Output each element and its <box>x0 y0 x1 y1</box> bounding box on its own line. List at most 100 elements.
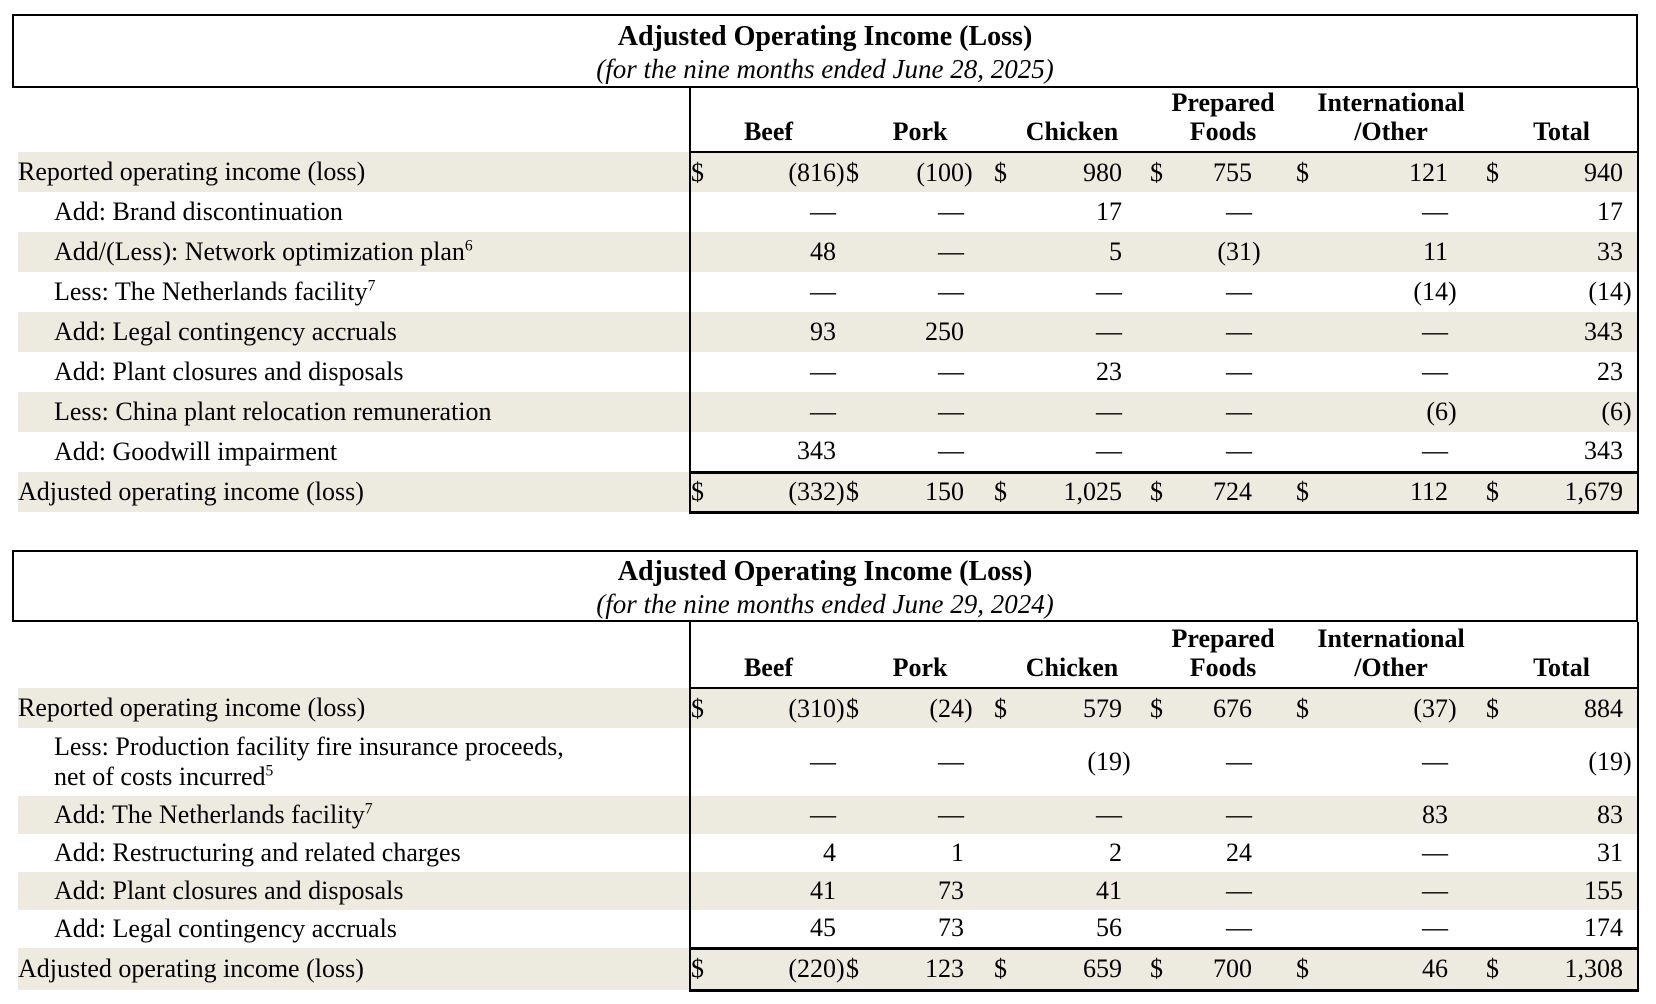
value-cell: — <box>1226 913 1253 943</box>
value-cell: — <box>938 277 965 306</box>
table-subtitle: (for the nine months ended June 28, 2025… <box>596 54 1054 84</box>
dollar-sign-cell <box>994 834 1034 872</box>
value-cell: (24) <box>886 688 995 728</box>
dollar-sign-cell: $ <box>1296 470 1337 514</box>
column-header-pork: Pork <box>846 88 995 153</box>
value-cell: — <box>1336 872 1487 910</box>
dollar-sign-cell: $ <box>1486 470 1527 514</box>
table-row: Reported operating income (loss) $ (816) $(… <box>18 152 1640 192</box>
dollar-sign-cell <box>994 352 1034 392</box>
adjusted-operating-income-table-2025: Adjusted Operating Income (Loss) (for th… <box>12 14 1640 514</box>
dollar-sign-cell <box>689 312 730 352</box>
value-cell: — <box>886 392 995 432</box>
dollar-sign-cell <box>689 432 730 472</box>
dollar-sign-cell <box>689 272 730 312</box>
value-cell: 343 <box>1526 432 1640 472</box>
value-cell: — <box>1034 796 1151 834</box>
value-cell: 33 <box>1526 232 1640 272</box>
dollar-sign-cell <box>846 312 886 352</box>
row-label: Reported operating income (loss) <box>18 152 690 192</box>
value-cell: 940 <box>1526 152 1640 192</box>
dollar-sign-cell <box>1150 352 1190 392</box>
value-cell: — <box>938 436 965 466</box>
dollar-sign-cell <box>1486 272 1526 312</box>
column-header-row: Beef Pork Chicken Prepared Foods Internationa… <box>18 622 1640 689</box>
table-row: Add: Legal contingency accruals 45 73 56 — — 1… <box>18 910 1640 948</box>
dollar-sign-cell <box>1150 796 1191 834</box>
value-cell: 45 <box>810 913 836 943</box>
value-cell: (816) <box>730 152 846 192</box>
dollar-sign-cell: $ <box>1150 688 1191 728</box>
value-cell: — <box>1226 197 1253 226</box>
dollar-sign-cell <box>994 796 1035 834</box>
value-cell: 343 <box>797 436 836 466</box>
dollar-sign-cell <box>1486 728 1526 796</box>
dollar-sign-cell <box>689 232 730 272</box>
dollar-sign-cell <box>1150 834 1190 872</box>
dollar-sign-cell <box>689 192 730 232</box>
dollar-sign-cell: $ <box>846 152 886 192</box>
table-title: Adjusted Operating Income (Loss) <box>617 21 1033 52</box>
value-cell: 83 <box>1336 796 1487 834</box>
value-cell: 980 <box>1034 152 1151 192</box>
value-cell: 46 <box>1336 946 1487 992</box>
dollar-sign-cell <box>1296 392 1337 432</box>
value-cell: 23 <box>1526 352 1640 392</box>
value-cell: (310) <box>730 688 846 728</box>
value-cell: 83 <box>1526 796 1640 834</box>
row-label: Add: The Netherlands facility7 <box>18 796 690 834</box>
value-cell: 155 <box>1526 872 1640 910</box>
column-header-beef: Beef <box>689 88 846 153</box>
dollar-sign-cell: $ <box>1486 946 1527 992</box>
value-cell: 150 <box>886 470 995 514</box>
dollar-sign-cell <box>994 392 1035 432</box>
dollar-sign-cell: $ <box>689 470 730 514</box>
value-cell: — <box>938 747 965 776</box>
value-cell: 93 <box>730 312 846 352</box>
dollar-sign-cell: $ <box>1150 470 1191 514</box>
value-cell: — <box>1190 312 1297 352</box>
dollar-sign-cell: $ <box>994 152 1035 192</box>
value-cell: 123 <box>886 946 995 992</box>
value-cell: 724 <box>1190 470 1297 514</box>
segment-results-table: Beef Pork Chicken Prepared Foods Internationa… <box>18 622 1640 992</box>
value-cell: 659 <box>1034 946 1151 992</box>
dollar-sign-cell <box>1296 910 1336 948</box>
dollar-sign-cell <box>846 432 886 472</box>
value-cell: — <box>810 277 836 306</box>
dollar-sign-cell <box>1296 796 1337 834</box>
value-cell: — <box>1226 277 1253 306</box>
value-cell: 676 <box>1190 688 1297 728</box>
value-cell: (14) <box>1526 272 1640 312</box>
row-label: Less: The Netherlands facility7 <box>54 277 376 306</box>
dollar-sign-cell: $ <box>689 946 730 992</box>
dollar-sign-cell: $ <box>1296 688 1337 728</box>
dollar-sign-cell <box>689 352 730 392</box>
value-cell: 2 <box>1109 838 1123 867</box>
table-subtitle: (for the nine months ended June 29, 2024… <box>596 589 1054 619</box>
value-cell: 700 <box>1190 946 1297 992</box>
value-cell: 121 <box>1336 152 1487 192</box>
dollar-sign-cell <box>846 352 886 392</box>
row-label: Add: Plant closures and disposals <box>54 357 404 386</box>
value-cell: (31) <box>1190 232 1297 272</box>
table-row: Add: Brand discontinuation — — 17 — — 17 <box>18 192 1640 232</box>
row-label: Adjusted operating income (loss) <box>18 948 690 990</box>
value-cell: — <box>1226 357 1253 386</box>
dollar-sign-cell <box>1296 432 1336 472</box>
dollar-sign-cell <box>846 872 886 910</box>
value-cell: — <box>1034 312 1151 352</box>
row-label: Add: Brand discontinuation <box>54 197 343 226</box>
table-row: Less: The Netherlands facility7 — — — — (14) (… <box>18 272 1640 312</box>
value-cell: — <box>1422 357 1449 386</box>
value-cell: — <box>886 796 995 834</box>
table-title: Adjusted Operating Income (Loss) <box>617 556 1033 587</box>
value-cell: 41 <box>730 872 846 910</box>
value-cell: 31 <box>1526 834 1640 872</box>
dollar-sign-cell: $ <box>994 470 1035 514</box>
dollar-sign-cell <box>1486 232 1527 272</box>
value-cell: (100) <box>886 152 995 192</box>
column-header-international-other: International/Other <box>1296 88 1487 153</box>
dollar-sign-cell <box>846 192 886 232</box>
value-cell: 1,308 <box>1526 946 1640 992</box>
